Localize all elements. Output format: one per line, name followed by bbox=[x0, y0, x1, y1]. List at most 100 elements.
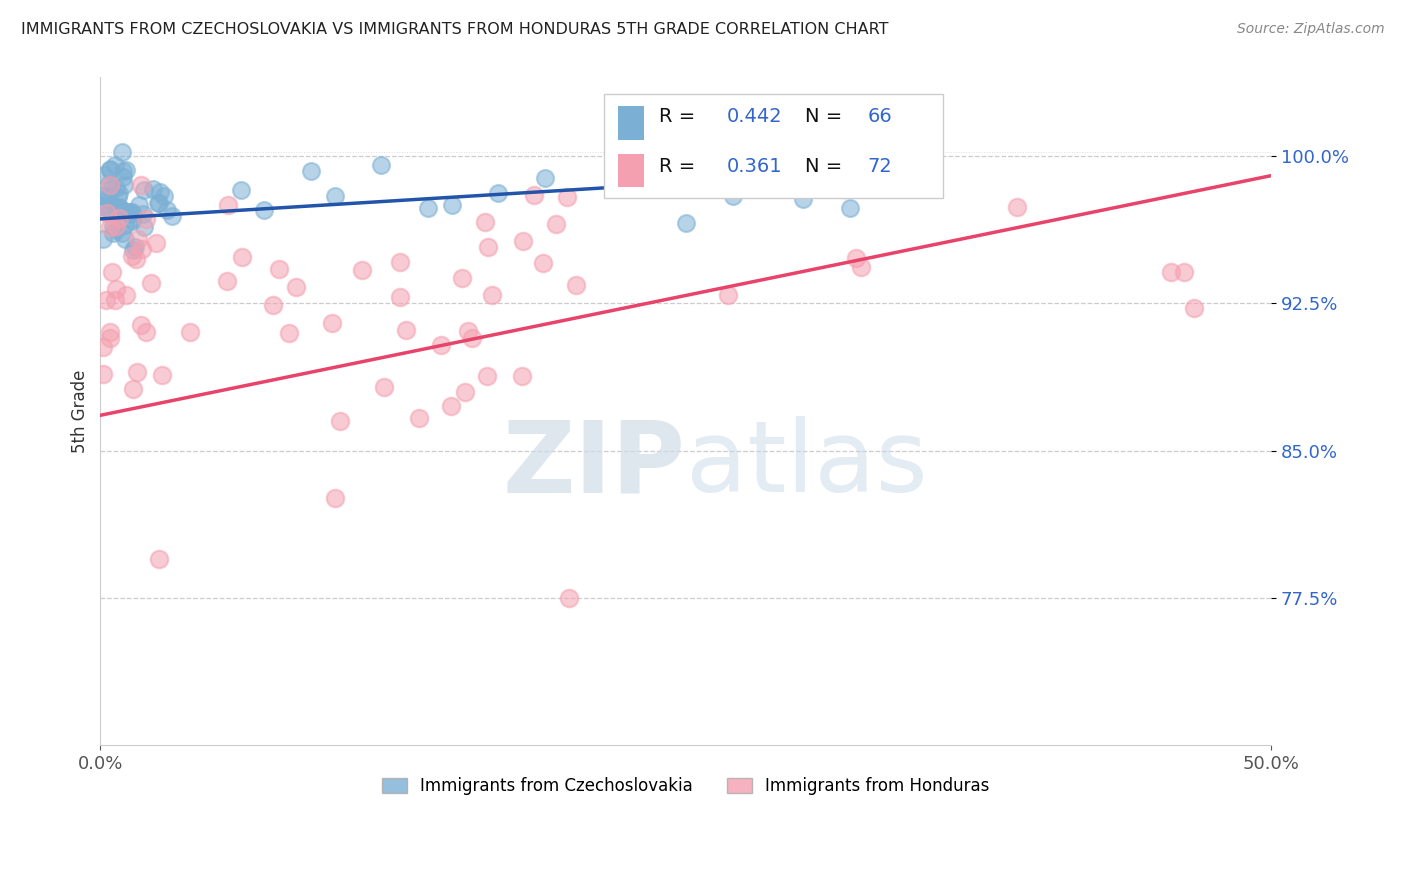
Point bbox=[111, 169, 134, 184]
Text: 66: 66 bbox=[868, 107, 891, 127]
Point bbox=[127, 232, 149, 246]
FancyBboxPatch shape bbox=[617, 106, 644, 140]
Point bbox=[457, 324, 479, 338]
Point bbox=[128, 198, 150, 212]
Point bbox=[217, 198, 239, 212]
Point bbox=[114, 232, 136, 246]
Point bbox=[101, 219, 124, 233]
Point bbox=[148, 551, 170, 566]
Point bbox=[389, 290, 412, 304]
Point bbox=[131, 243, 153, 257]
Point bbox=[105, 204, 128, 219]
Point bbox=[544, 217, 567, 231]
Point bbox=[100, 265, 122, 279]
Point bbox=[108, 200, 131, 214]
Point bbox=[103, 226, 125, 240]
Point bbox=[124, 240, 146, 254]
Point bbox=[229, 183, 252, 197]
FancyBboxPatch shape bbox=[603, 95, 943, 198]
Point bbox=[107, 190, 129, 204]
Point bbox=[352, 262, 374, 277]
Text: R =: R = bbox=[659, 157, 702, 176]
Point bbox=[557, 591, 579, 605]
Point bbox=[834, 182, 856, 196]
Point bbox=[253, 203, 276, 218]
Point bbox=[299, 164, 322, 178]
Point bbox=[132, 207, 155, 221]
Point bbox=[118, 205, 141, 219]
Text: 0.442: 0.442 bbox=[727, 107, 782, 127]
Point bbox=[104, 223, 127, 237]
Point bbox=[104, 219, 127, 233]
Point bbox=[440, 198, 463, 212]
Point bbox=[145, 235, 167, 250]
Text: IMMIGRANTS FROM CZECHOSLOVAKIA VS IMMIGRANTS FROM HONDURAS 5TH GRADE CORRELATION: IMMIGRANTS FROM CZECHOSLOVAKIA VS IMMIGR… bbox=[21, 22, 889, 37]
Point bbox=[125, 365, 148, 379]
Point bbox=[142, 182, 165, 196]
Point bbox=[1005, 200, 1028, 214]
Point bbox=[104, 293, 127, 308]
Point bbox=[114, 219, 136, 233]
Point bbox=[389, 254, 412, 268]
Point bbox=[121, 214, 143, 228]
Point bbox=[122, 243, 145, 257]
Point bbox=[267, 261, 290, 276]
Point bbox=[160, 209, 183, 223]
Point bbox=[522, 188, 544, 202]
Point bbox=[450, 271, 472, 285]
Text: atlas: atlas bbox=[686, 417, 928, 513]
Point bbox=[93, 340, 115, 354]
Point bbox=[96, 189, 118, 203]
Point bbox=[284, 280, 307, 294]
Point bbox=[108, 211, 131, 226]
Point bbox=[149, 185, 172, 199]
Point bbox=[98, 177, 121, 191]
Point bbox=[845, 252, 868, 266]
Point bbox=[534, 171, 557, 186]
Point bbox=[231, 250, 253, 264]
Text: N =: N = bbox=[806, 107, 849, 127]
Point bbox=[430, 337, 453, 351]
Point bbox=[565, 277, 588, 292]
Point bbox=[395, 323, 418, 337]
Point bbox=[98, 331, 121, 345]
Text: R =: R = bbox=[659, 107, 702, 127]
Point bbox=[104, 158, 127, 172]
Point bbox=[408, 411, 430, 425]
Text: ZIP: ZIP bbox=[503, 417, 686, 513]
Point bbox=[122, 383, 145, 397]
Point bbox=[110, 202, 132, 217]
Y-axis label: 5th Grade: 5th Grade bbox=[72, 369, 89, 453]
Point bbox=[132, 183, 155, 197]
Point bbox=[531, 256, 554, 270]
Point bbox=[139, 276, 162, 290]
Point bbox=[135, 325, 157, 339]
Point bbox=[486, 186, 509, 201]
Point bbox=[150, 368, 173, 383]
Text: 0.361: 0.361 bbox=[727, 157, 782, 176]
Point bbox=[329, 414, 352, 428]
Point bbox=[851, 260, 873, 274]
Point bbox=[111, 226, 134, 240]
Text: Source: ZipAtlas.com: Source: ZipAtlas.com bbox=[1237, 22, 1385, 37]
Point bbox=[481, 288, 503, 302]
Point bbox=[98, 178, 121, 193]
Point bbox=[114, 162, 136, 177]
Point bbox=[510, 369, 533, 384]
Point bbox=[91, 188, 114, 202]
Point bbox=[129, 318, 152, 332]
Point bbox=[321, 316, 343, 330]
Point bbox=[605, 181, 627, 195]
Point bbox=[98, 202, 121, 217]
Point bbox=[721, 188, 744, 202]
Point bbox=[1173, 265, 1195, 279]
Point bbox=[91, 199, 114, 213]
Text: 72: 72 bbox=[868, 157, 891, 176]
Point bbox=[373, 380, 395, 394]
Point bbox=[323, 491, 346, 505]
Point bbox=[114, 288, 136, 302]
Point bbox=[675, 217, 697, 231]
Point bbox=[460, 330, 482, 344]
Point bbox=[717, 287, 740, 301]
Point bbox=[838, 201, 860, 215]
